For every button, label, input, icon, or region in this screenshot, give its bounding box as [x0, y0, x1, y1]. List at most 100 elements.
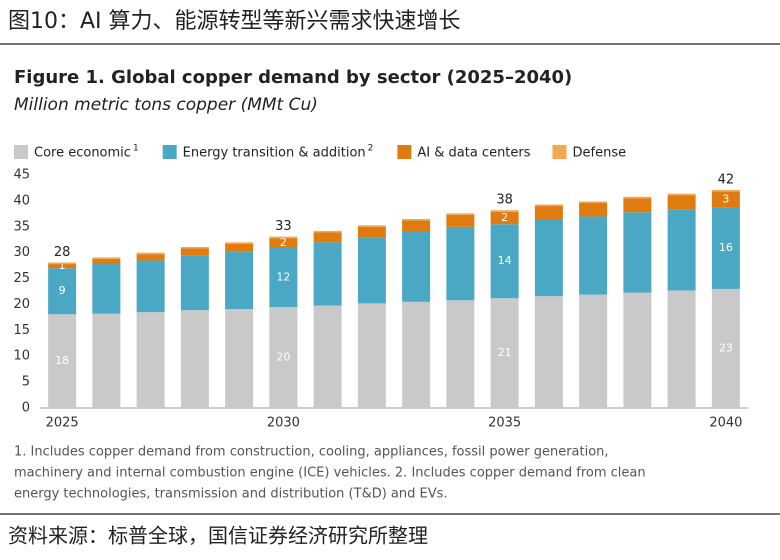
- legend-label: Core economic: [34, 146, 131, 161]
- footnote: energy technologies, transmission and di…: [14, 487, 448, 502]
- bar-segment: [711, 190, 740, 192]
- x-tick-label: 2025: [46, 416, 79, 431]
- bar-segment: [92, 313, 121, 408]
- bar-segment: [402, 220, 431, 232]
- bar-segment: [446, 300, 475, 408]
- y-tick-label: 20: [13, 297, 30, 312]
- bar-segment: [534, 219, 563, 297]
- chart-subtitle: Million metric tons copper (MMt Cu): [14, 95, 318, 115]
- bar-segment: [623, 292, 652, 408]
- bar-segment: [269, 238, 298, 248]
- bar-segment: [48, 262, 77, 265]
- bar-segment: [534, 296, 563, 408]
- bar-segment: [357, 225, 386, 227]
- bar-segment: [623, 196, 652, 199]
- value-label: 9: [59, 284, 66, 297]
- bar-segment: [136, 254, 165, 261]
- value-label: 16: [719, 241, 733, 254]
- y-tick-label: 0: [22, 401, 30, 416]
- bar-segment: [446, 226, 475, 301]
- value-label: 23: [719, 341, 733, 354]
- source: 资料来源：标普全球，国信证券经济研究所整理: [8, 524, 428, 548]
- bar-segment: [667, 195, 696, 210]
- legend-swatch: [552, 145, 567, 159]
- value-label: 3: [722, 192, 729, 205]
- bar-segment: [446, 213, 475, 215]
- y-tick-label: 5: [22, 375, 30, 390]
- bar-segment: [180, 310, 209, 408]
- value-label: 1: [59, 259, 66, 272]
- value-label: 18: [55, 354, 69, 367]
- value-label: 14: [498, 254, 512, 267]
- legend-label: Defense: [573, 146, 627, 161]
- bar-segment: [313, 230, 342, 233]
- bar-segment: [711, 207, 740, 289]
- chart-title: Figure 1. Global copper demand by sector…: [14, 67, 572, 88]
- bar-segment: [225, 309, 254, 408]
- bar-segment: [48, 264, 77, 269]
- y-tick-label: 30: [13, 245, 30, 260]
- y-tick-label: 35: [13, 219, 30, 234]
- x-tick-label: 2040: [709, 416, 742, 431]
- bar-segment: [490, 224, 519, 299]
- bar-segment: [225, 243, 254, 252]
- bar-segment: [490, 298, 519, 408]
- footnote: 1. Includes copper demand from construct…: [14, 445, 609, 460]
- bar-segment: [402, 219, 431, 221]
- bar-segment: [579, 216, 608, 295]
- total-label: 33: [275, 219, 292, 234]
- bar-segment: [269, 236, 298, 239]
- legend-swatch: [397, 145, 412, 159]
- bar-segment: [313, 305, 342, 408]
- legend-swatch: [14, 145, 28, 159]
- bar-segment: [579, 202, 608, 217]
- bar-segment: [534, 204, 563, 207]
- legend-label: Energy transition & addition: [183, 146, 366, 161]
- value-label: 21: [498, 346, 512, 359]
- bar-segment: [579, 294, 608, 408]
- y-tick-label: 10: [13, 349, 30, 364]
- bar-segment: [711, 191, 740, 208]
- legend-swatch: [162, 145, 177, 159]
- bar-segment: [711, 288, 740, 408]
- bar-segment: [667, 290, 696, 408]
- x-tick-label: 2030: [267, 416, 300, 431]
- bar-segment: [534, 206, 563, 220]
- total-label: 38: [496, 193, 513, 208]
- bar-segment: [402, 231, 431, 302]
- y-tick-label: 45: [13, 168, 30, 183]
- legend-label: AI & data centers: [417, 146, 530, 161]
- bar-segment: [225, 242, 254, 244]
- bar-segment: [357, 226, 386, 238]
- value-label: 20: [276, 351, 290, 364]
- legend-note: 2: [368, 144, 374, 154]
- bar-segment: [269, 307, 298, 408]
- bar-segment: [623, 198, 652, 213]
- bar-segment: [667, 193, 696, 196]
- bar-segment: [313, 242, 342, 306]
- bar-segment: [623, 212, 652, 293]
- bar-segment: [269, 247, 298, 308]
- bar-segment: [92, 264, 121, 314]
- bar-segment: [490, 210, 519, 212]
- bar-segment: [667, 209, 696, 291]
- header: 图10：AI 算力、能源转型等新兴需求快速增长: [8, 9, 461, 34]
- footnote: machinery and internal combustion engine…: [14, 466, 646, 481]
- value-label: 12: [276, 270, 290, 283]
- x-tick-label: 2035: [488, 416, 521, 431]
- bar-segment: [357, 303, 386, 408]
- value-label: 2: [501, 211, 508, 224]
- total-label: 28: [54, 245, 71, 260]
- bar-segment: [225, 251, 254, 310]
- bar-segment: [446, 214, 475, 227]
- bar-segment: [136, 312, 165, 408]
- y-tick-label: 15: [13, 323, 30, 338]
- bar-segment: [48, 268, 77, 315]
- bar-segment: [180, 255, 209, 311]
- bar-segment: [136, 252, 165, 255]
- y-tick-label: 25: [13, 271, 30, 286]
- bar-segment: [579, 201, 608, 203]
- bar-segment: [136, 260, 165, 313]
- bar-segment: [357, 237, 386, 304]
